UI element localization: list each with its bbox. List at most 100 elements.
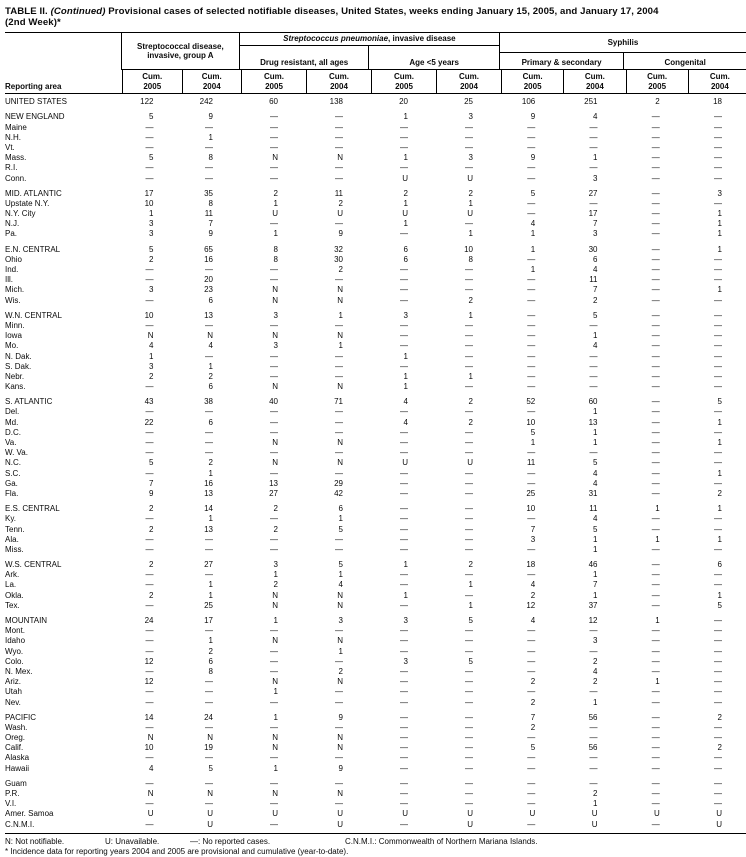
value-cell: 1 — [530, 229, 536, 239]
table-row: W. Va. — — — — — — — — — — — [5, 448, 742, 458]
value-cell: U — [207, 809, 213, 819]
header-primary-secondary: Primary & secondary — [500, 53, 625, 70]
column-header-cum: Cum. 2004 — [437, 70, 502, 94]
header-reporting-area-label: Reporting area — [5, 70, 123, 94]
value-cell: — — [270, 534, 278, 544]
value-cell: 1 — [593, 427, 598, 437]
value-cell: — — [400, 514, 408, 524]
value-cell: — — [145, 687, 154, 697]
value-cell: 4 — [403, 397, 408, 407]
value-cell: — — [589, 448, 598, 458]
reporting-area-cell: W.N. CENTRAL — [5, 310, 62, 320]
value-cell: 1 — [717, 209, 722, 219]
value-cell: — — [651, 590, 660, 600]
value-cell: 7 — [593, 285, 598, 295]
value-cell: 2 — [149, 524, 154, 534]
value-cell: — — [205, 427, 213, 437]
value-cell: — — [527, 478, 536, 488]
value-cell: 2 — [593, 656, 598, 666]
value-cell: — — [400, 265, 408, 274]
value-cell: — — [714, 514, 722, 524]
value-cell: — — [589, 142, 598, 152]
value-cell: — — [270, 778, 278, 788]
value-cell: U — [529, 809, 536, 819]
value-cell: — — [400, 763, 408, 773]
value-cell: 22 — [144, 417, 154, 427]
value-cell: 1 — [403, 590, 408, 600]
footnote-legend: N: Not notifiable. U: Unavailable. —: No r… — [5, 837, 742, 847]
reporting-area-cell: V.I. — [5, 799, 17, 809]
value-cell: 1 — [655, 677, 660, 687]
value-cell: 9 — [530, 112, 536, 122]
reporting-area-cell: Okla. — [5, 590, 24, 600]
value-cell: — — [651, 753, 660, 763]
table-row: Ohio 2 16 8 30 6 8 — 6 — — — [5, 255, 742, 265]
value-cell: — — [651, 763, 660, 773]
value-cell: — — [589, 722, 598, 732]
value-cell: 3 — [403, 656, 408, 666]
value-cell: 9 — [208, 229, 213, 239]
reporting-area-cell: Ala. — [5, 534, 19, 544]
value-cell: — — [714, 789, 722, 798]
value-cell: — — [527, 753, 536, 763]
table-row: PACIFIC 14 24 1 9 — — 7 56 — 2 — [5, 713, 742, 723]
value-cell: — — [400, 275, 408, 285]
value-cell: N — [337, 295, 343, 305]
table-row: Kans. — 6 N N 1 — — — — — — [5, 382, 742, 392]
value-cell: — — [714, 478, 722, 488]
reporting-area-cell: Utah — [5, 687, 22, 697]
value-cell: — — [465, 636, 473, 646]
value-cell: — — [465, 687, 473, 697]
value-cell: 122 — [140, 97, 154, 107]
value-cell: 46 — [588, 560, 598, 570]
value-cell: 2 — [593, 295, 598, 305]
value-cell: — — [335, 173, 343, 183]
value-cell: — — [145, 570, 154, 580]
value-cell: 2 — [717, 743, 722, 753]
value-cell: U — [716, 819, 722, 829]
value-cell: — — [335, 417, 343, 427]
value-cell: 1 — [593, 153, 598, 163]
table-row: Iowa N N N N — — — 1 — — — [5, 331, 742, 341]
value-cell: 4 — [403, 417, 408, 427]
value-cell: 1 — [468, 198, 473, 208]
value-cell: 20 — [204, 275, 213, 285]
value-cell: 17 — [588, 209, 598, 219]
value-cell: 1 — [717, 534, 722, 544]
reporting-area-cell: W.S. CENTRAL — [5, 560, 62, 570]
value-cell: — — [205, 570, 213, 580]
value-cell: U — [467, 209, 473, 219]
table-row: Alaska — — — — — — — — — — — [5, 753, 742, 763]
value-cell: — — [714, 407, 722, 417]
value-cell: — — [465, 407, 473, 417]
value-cell: 3 — [273, 341, 278, 351]
table-row: P.R. N N N N — — — 2 — — — [5, 789, 742, 799]
value-cell: 3 — [593, 229, 598, 239]
value-cell: — — [527, 468, 536, 478]
value-cell: — — [335, 544, 343, 554]
reporting-area-cell: MOUNTAIN — [5, 616, 48, 625]
table-row: Mich. 3 23 N N — — — 7 — 1 — [5, 285, 742, 295]
value-cell: — — [400, 448, 408, 458]
value-cell: 31 — [588, 488, 598, 498]
value-cell: — — [651, 407, 660, 417]
value-cell: — — [527, 341, 536, 351]
value-cell: 1 — [403, 198, 408, 208]
value-cell: — — [527, 636, 536, 646]
table-row: V.I. — — — — — — — 1 — — — [5, 799, 742, 809]
value-cell: — — [400, 361, 408, 371]
reporting-area-cell: E.N. CENTRAL — [5, 244, 61, 254]
value-cell: — — [400, 331, 408, 341]
value-cell: 2 — [468, 560, 473, 570]
value-cell: N — [272, 285, 278, 295]
value-cell: 1 — [403, 382, 408, 392]
value-cell: N — [337, 331, 343, 341]
value-cell: — — [651, 198, 660, 208]
value-cell: — — [270, 142, 278, 152]
value-cell: — — [145, 799, 154, 809]
reporting-area-cell: Ind. — [5, 265, 19, 274]
value-cell: — — [651, 560, 660, 570]
table-row: Va. — — N N — — 1 1 — 1 — [5, 438, 742, 448]
value-cell: — — [527, 209, 536, 219]
value-cell: — — [714, 687, 722, 697]
